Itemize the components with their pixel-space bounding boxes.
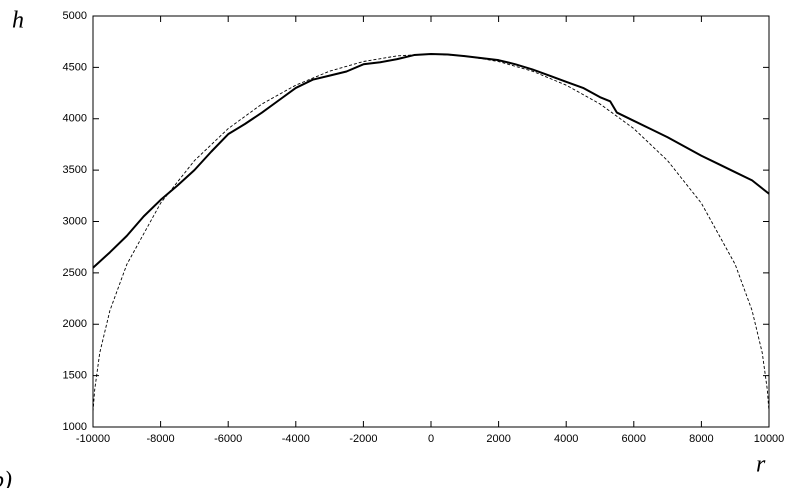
x-tick-label: -2000 — [349, 433, 377, 445]
x-tick-label: 6000 — [622, 433, 646, 445]
y-tick-label: 1500 — [63, 370, 87, 382]
y-tick-label: 4500 — [63, 61, 87, 73]
y-axis-label: h — [12, 8, 24, 34]
x-tick-label: -4000 — [282, 433, 310, 445]
plot-frame — [92, 15, 770, 428]
x-tick-label: -10000 — [76, 433, 110, 445]
x-tick-label: 10000 — [754, 433, 785, 445]
x-tick-label: 0 — [428, 433, 434, 445]
x-tick-label: 4000 — [554, 433, 578, 445]
x-tick-label: 8000 — [689, 433, 713, 445]
y-tick-label: 2000 — [63, 318, 87, 330]
panel-label: b) — [0, 468, 12, 488]
y-tick-label: 2500 — [63, 267, 87, 279]
fit-curve — [92, 53, 770, 412]
x-tick-label: 2000 — [486, 433, 510, 445]
y-tick-label: 3500 — [63, 164, 87, 176]
y-tick-label: 4000 — [63, 113, 87, 125]
y-tick-label: 5000 — [63, 10, 87, 22]
x-axis-label: r — [756, 452, 766, 478]
y-tick-label: 3000 — [63, 215, 87, 227]
x-tick-label: -8000 — [147, 433, 175, 445]
x-tick-label: -6000 — [214, 433, 242, 445]
y-tick-label: 1000 — [63, 421, 87, 433]
